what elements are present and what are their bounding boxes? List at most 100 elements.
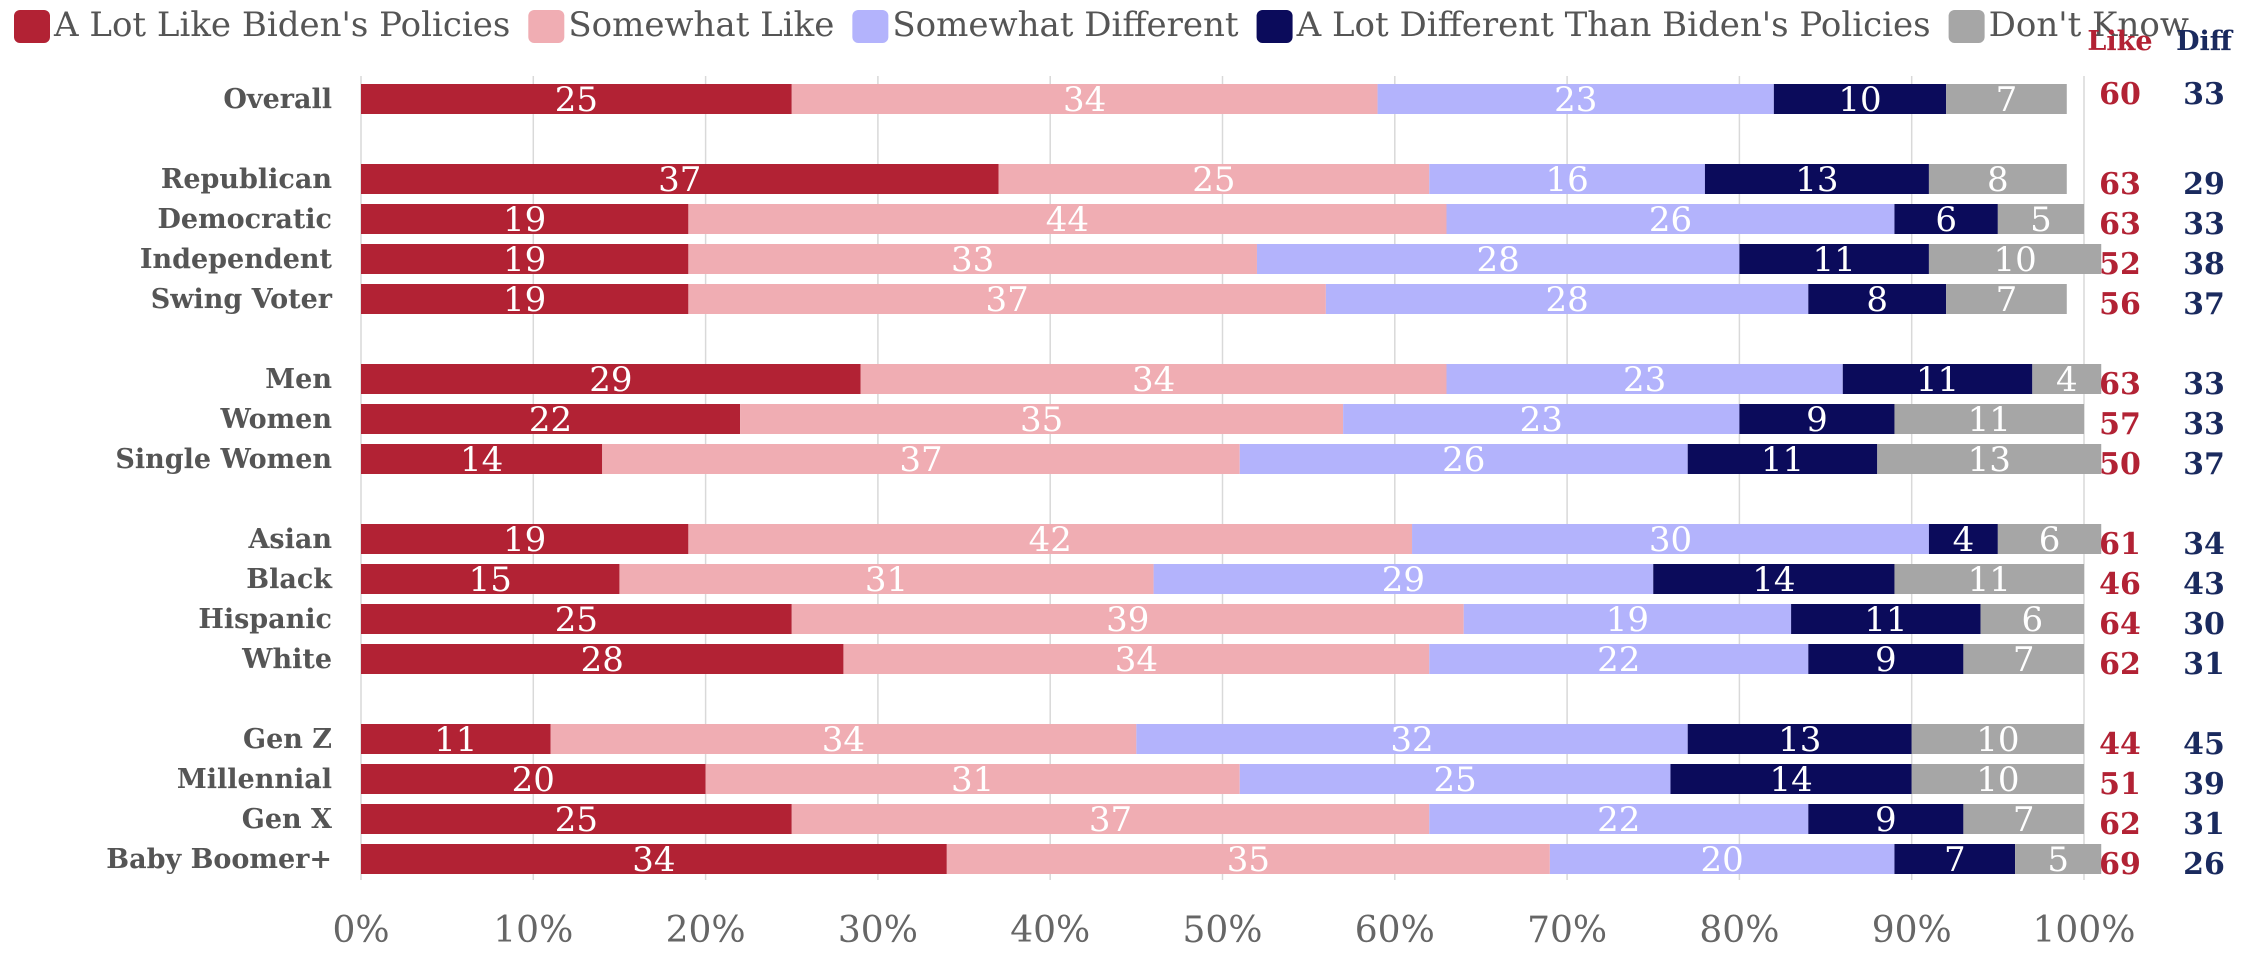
side-column-value: 33 <box>2183 207 2225 242</box>
bar-value-label: 20 <box>512 760 555 800</box>
bar-value-label: 39 <box>1106 600 1149 640</box>
bar-segment-somewhat-different <box>1412 524 1929 554</box>
bar-segment-a-lot-like-biden-s-policies <box>361 644 844 674</box>
category-label: Gen X <box>242 804 332 835</box>
bar-value-label: 29 <box>589 360 632 400</box>
side-column-value: 37 <box>2183 287 2225 322</box>
bar-segment-somewhat-different <box>1429 804 1809 834</box>
side-column-value: 33 <box>2183 407 2225 442</box>
bar-value-label: 28 <box>581 640 624 680</box>
bar-segment-somewhat-like <box>791 604 1464 634</box>
bar-value-label: 8 <box>1866 280 1888 320</box>
bar-value-label: 11 <box>434 720 477 760</box>
bar-segment-a-lot-like-biden-s-policies <box>361 244 689 274</box>
x-tick-label: 60% <box>1355 910 1435 951</box>
bar-value-label: 11 <box>1916 360 1959 400</box>
bar-value-label: 10 <box>1976 760 2019 800</box>
legend-swatch <box>852 10 889 43</box>
bar-value-label: 22 <box>529 400 572 440</box>
legend-item-a-lot-like-biden-s-policies: A Lot Like Biden's Policies <box>14 5 510 45</box>
bar-value-label: 25 <box>555 600 598 640</box>
side-column-value: 50 <box>2099 447 2141 482</box>
bar-segment-somewhat-like <box>705 764 1240 794</box>
category-label: Gen Z <box>243 724 332 755</box>
bar-value-label: 26 <box>1442 440 1485 480</box>
bar-segment-a-lot-different-than-biden-s-policies <box>1687 444 1878 474</box>
legend-swatch <box>1948 10 1985 43</box>
bar-segment-somewhat-different <box>1446 364 1843 394</box>
bar-value-label: 10 <box>1993 240 2036 280</box>
x-tick-label: 20% <box>666 910 746 951</box>
bar-segment-a-lot-different-than-biden-s-policies <box>1670 764 1912 794</box>
legend-item-a-lot-different-than-biden-s-policies: A Lot Different Than Biden's Policies <box>1256 5 1931 45</box>
bar-row-independent: 19 33 28 11 10 <box>361 240 2102 280</box>
side-column-value: 33 <box>2183 77 2225 112</box>
bar-segment-somewhat-like <box>688 204 1447 234</box>
bar-segment-don-t-know <box>1894 404 2084 434</box>
bar-segment-a-lot-like-biden-s-policies <box>361 164 999 194</box>
bar-segment-a-lot-like-biden-s-policies <box>361 204 689 234</box>
legend-item-somewhat-different: Somewhat Different <box>852 5 1239 45</box>
bar-value-label: 37 <box>658 160 701 200</box>
bar-segment-somewhat-different <box>1153 564 1654 594</box>
bar-segment-somewhat-different <box>1239 444 1688 474</box>
legend-item-don-t-know: Don't Know <box>1948 5 2189 45</box>
bar-value-label: 14 <box>1769 760 1812 800</box>
bar-value-label: 32 <box>1390 720 1433 760</box>
bar-value-label: 13 <box>1795 160 1838 200</box>
bar-segment-somewhat-like <box>688 244 1257 274</box>
side-column-value: 31 <box>2183 807 2225 842</box>
side-column-value: 39 <box>2183 767 2225 802</box>
bar-value-label: 35 <box>1020 400 1063 440</box>
bar-value-label: 5 <box>2047 840 2069 880</box>
legend-label: Somewhat Different <box>892 5 1239 45</box>
bar-value-label: 15 <box>469 560 512 600</box>
side-columns: Like 60 63 63 52 56 63 57 50 61 46 64 62 44 51 62 69 Diff… <box>2087 26 2233 882</box>
bar-segment-a-lot-like-biden-s-policies <box>361 724 551 754</box>
bar-value-label: 26 <box>1649 200 1692 240</box>
legend-swatch <box>1256 10 1293 43</box>
bar-segment-somewhat-like <box>740 404 1344 434</box>
bar-value-label: 7 <box>1996 280 2018 320</box>
bar-value-label: 14 <box>1752 560 1795 600</box>
bar-segment-don-t-know <box>1911 724 2084 754</box>
bar-value-label: 4 <box>2056 360 2078 400</box>
bar-value-label: 19 <box>503 240 546 280</box>
bar-value-label: 34 <box>632 840 675 880</box>
bar-segment-somewhat-like <box>843 644 1430 674</box>
bar-segment-somewhat-like <box>602 444 1240 474</box>
bar-segment-don-t-know <box>1928 164 2067 194</box>
bar-row-republican: 37 25 16 13 8 <box>361 160 2067 200</box>
bar-segment-a-lot-like-biden-s-policies <box>361 524 689 554</box>
category-label: Overall <box>223 84 332 115</box>
side-column-value: 37 <box>2183 447 2225 482</box>
category-label: Single Women <box>115 444 332 475</box>
category-label: Black <box>246 564 333 595</box>
bar-row-white: 28 34 22 9 7 <box>361 640 2084 680</box>
bar-segment-a-lot-different-than-biden-s-policies <box>1773 84 1947 114</box>
bar-value-label: 8 <box>1987 160 2009 200</box>
bar-segment-somewhat-different <box>1429 644 1809 674</box>
side-column-value: 52 <box>2099 247 2141 282</box>
side-column-value: 69 <box>2099 847 2141 882</box>
side-column-value: 26 <box>2183 847 2225 882</box>
bar-segment-somewhat-different <box>1377 84 1774 114</box>
bar-value-label: 37 <box>899 440 942 480</box>
bar-row-gen-x: 25 37 22 9 7 <box>361 800 2084 840</box>
x-tick-label: 70% <box>1527 910 1607 951</box>
x-tick-label: 0% <box>332 910 389 951</box>
bar-segment-a-lot-different-than-biden-s-policies <box>1653 564 1895 594</box>
bar-value-label: 6 <box>2039 520 2061 560</box>
bar-segment-a-lot-different-than-biden-s-policies <box>1894 844 2016 874</box>
bar-segment-somewhat-like <box>688 524 1413 554</box>
legend-label: Don't Know <box>1989 5 2189 45</box>
bar-value-label: 13 <box>1968 440 2011 480</box>
bar-value-label: 28 <box>1477 240 1520 280</box>
bar-row-black: 15 31 29 14 11 <box>361 560 2084 600</box>
bar-value-label: 13 <box>1778 720 1821 760</box>
bar-value-label: 11 <box>1761 440 1804 480</box>
x-tick-label: 30% <box>838 910 918 951</box>
bar-value-label: 19 <box>1606 600 1649 640</box>
bar-segment-a-lot-different-than-biden-s-policies <box>1808 644 1964 674</box>
bar-segment-somewhat-like <box>946 844 1550 874</box>
